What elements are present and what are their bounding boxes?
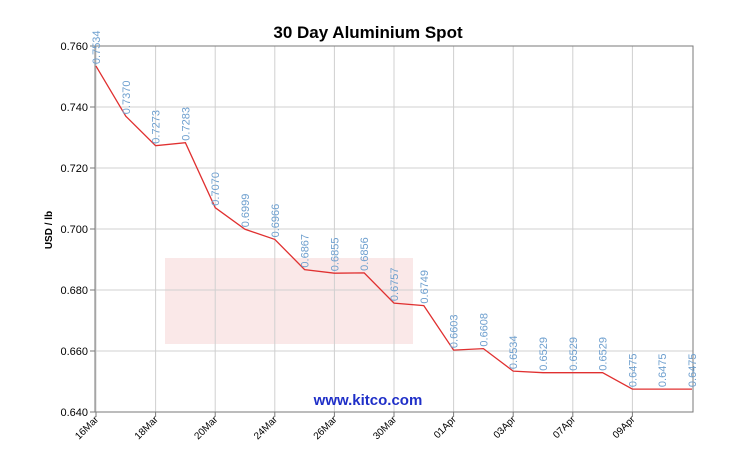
y-tick-label: 0.680 [60, 285, 88, 297]
data-labels: 0.7534 0.7370 0.7273 0.7283 0.7070 0.6999 0.69… [91, 30, 699, 387]
data-label: 0.7283 [180, 107, 192, 141]
y-tick-label: 0.740 [60, 102, 88, 114]
data-label: 0.6856 [359, 237, 371, 271]
data-label: 0.6867 [300, 234, 312, 268]
data-label: 0.6966 [270, 204, 282, 238]
data-label: 0.6475 [627, 353, 639, 387]
y-tick-label: 0.700 [60, 224, 88, 236]
chart-title: 30 Day Aluminium Spot [273, 23, 463, 42]
data-label: 0.6608 [478, 313, 490, 347]
data-label: 0.6749 [419, 270, 431, 304]
y-axis-ticks: 0.640 0.660 0.680 0.700 0.720 0.740 0.760 [60, 41, 95, 419]
x-tick-label: 20Mar [192, 414, 220, 442]
x-tick-label: 07Apr [551, 414, 578, 441]
data-label: 0.6999 [240, 194, 252, 228]
grid [95, 45, 693, 413]
data-label: 0.6534 [508, 335, 520, 369]
data-label: 0.7370 [121, 81, 133, 115]
data-label: 0.6603 [449, 314, 461, 348]
y-tick-label: 0.640 [60, 407, 88, 419]
y-tick-label: 0.660 [60, 346, 88, 358]
data-label: 0.6529 [538, 337, 550, 371]
x-tick-label: 26Mar [312, 414, 340, 442]
series-line [95, 65, 692, 390]
data-label: 0.6475 [687, 353, 699, 387]
watermark-logo [165, 258, 413, 344]
x-tick-label: 01Apr [432, 414, 459, 441]
x-tick-label: 18Mar [133, 414, 161, 442]
data-label: 0.6757 [389, 267, 401, 301]
source-link[interactable]: www.kitco.com [313, 392, 423, 409]
y-tick-label: 0.720 [60, 163, 88, 175]
x-tick-label: 24Mar [252, 414, 280, 442]
data-label: 0.7534 [91, 30, 103, 64]
x-tick-label: 09Apr [611, 414, 638, 441]
data-label: 0.6855 [329, 238, 341, 272]
data-label: 0.6529 [568, 337, 580, 371]
data-label: 0.7070 [210, 172, 222, 206]
x-tick-label: 03Apr [492, 414, 519, 441]
data-label: 0.6529 [598, 337, 610, 371]
x-tick-label: 30Mar [371, 414, 399, 442]
y-tick-label: 0.760 [60, 41, 88, 53]
data-label: 0.6475 [657, 353, 669, 387]
x-axis-ticks: 16Mar 18Mar 20Mar 24Mar 26Mar 30Mar 01Apr 03Apr… [73, 412, 638, 442]
y-axis-label: USD / lb [44, 211, 55, 249]
data-label: 0.7273 [151, 110, 163, 144]
